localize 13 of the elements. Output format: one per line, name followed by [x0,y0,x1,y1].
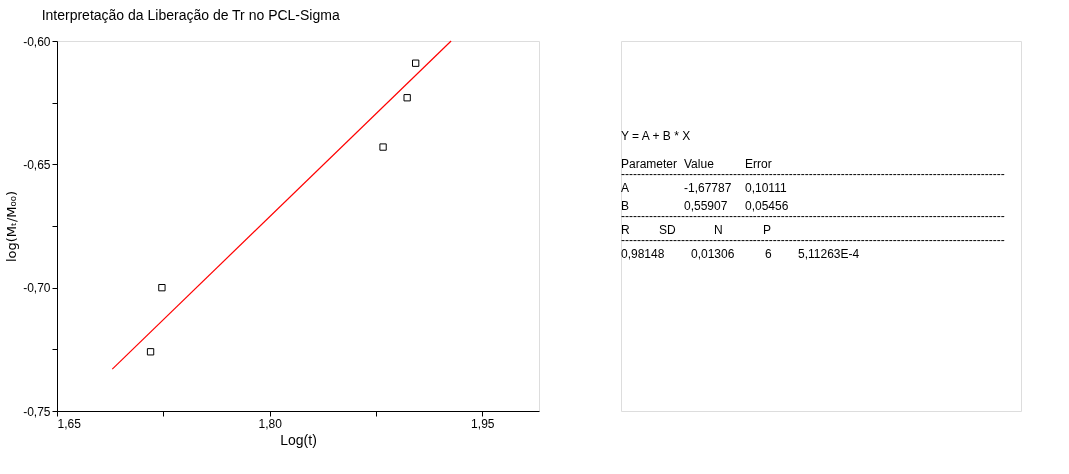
y-tick-label: -0,75 [23,404,51,419]
text: 0,98148 0,01306 6 5,11263E-4 [621,247,860,261]
y-tick-label: -0,60 [23,34,51,49]
y-axis-title: log(Mₜ/M₀₀) [4,190,20,263]
y-tick-label: -0,65 [23,157,51,172]
text: A -1,67787 0,10111 [621,181,787,195]
x-axis-title: Log(t) [280,431,317,448]
text: Y = A + B * X [621,129,691,143]
y-tick-label: -0,70 [23,281,51,296]
x-tick-label: 1,65 [57,416,82,431]
chart-title: Interpretação da Liberação de Tr no PCL-Sigma [41,7,340,23]
x-tick-label: 1,95 [471,416,495,431]
x-tick-label: 1,80 [258,416,283,431]
